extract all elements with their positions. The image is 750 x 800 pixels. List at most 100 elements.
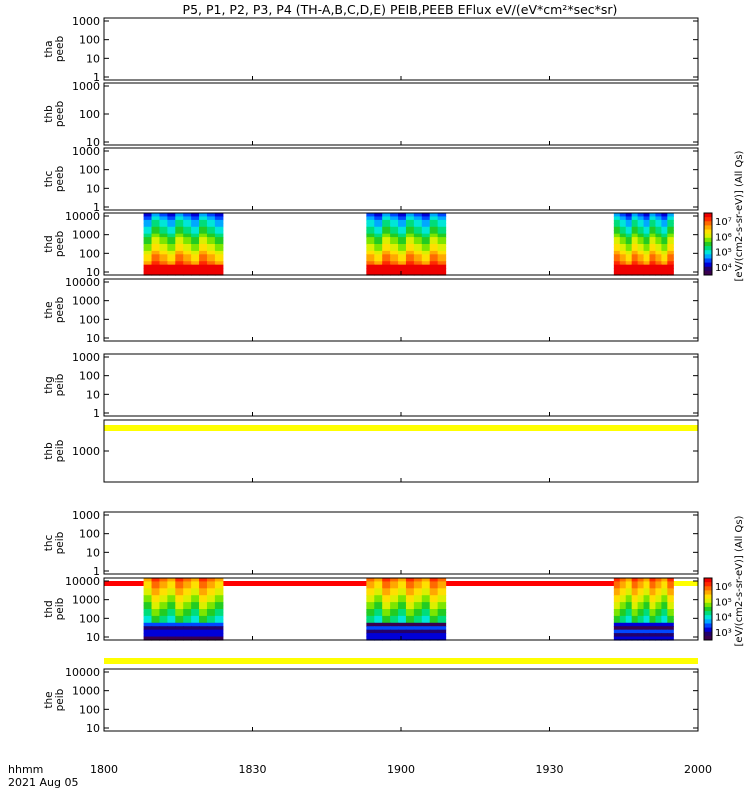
heatmap-cell — [191, 230, 200, 235]
heatmap-cell — [637, 619, 645, 624]
heatmap-cell — [151, 247, 161, 252]
heatmap-cell — [429, 264, 439, 269]
heatmap-cell — [175, 254, 184, 259]
heatmap-cell — [398, 609, 407, 614]
heatmap-cell — [183, 602, 192, 607]
heatmap-cell — [631, 588, 639, 593]
heatmap-cell — [366, 626, 375, 631]
heatmap-cell — [649, 581, 657, 586]
heatmap-cell — [667, 271, 674, 276]
heatmap-cell — [649, 595, 657, 600]
heatmap-cell — [151, 584, 161, 589]
heatmap-cell — [206, 578, 216, 583]
heatmap-cell — [374, 615, 383, 620]
heatmap-cell — [191, 588, 200, 593]
heatmap-cell — [405, 584, 415, 589]
heatmap-cell — [637, 615, 645, 620]
heatmap-cell — [421, 633, 431, 638]
heatmap-cell — [613, 581, 621, 586]
heatmap-cell — [143, 219, 153, 224]
heatmap-cell — [649, 633, 657, 638]
heatmap-cell — [619, 268, 627, 273]
heatmap-cell — [649, 622, 657, 627]
heatmap-cell — [643, 226, 651, 231]
heatmap-cell — [183, 237, 192, 242]
heatmap-cell — [667, 226, 674, 231]
heatmap-cell — [199, 213, 208, 218]
heatmap-cell — [199, 619, 208, 624]
heatmap-cell — [191, 612, 200, 617]
heatmap-cell — [643, 223, 651, 228]
heatmap-cell — [421, 247, 431, 252]
heatmap-cell — [159, 584, 168, 589]
heatmap-cell — [421, 615, 431, 620]
heatmap-cell — [625, 226, 633, 231]
heatmap-cell — [437, 268, 447, 273]
heatmap-cell — [199, 244, 208, 249]
heatmap-cell — [167, 247, 176, 252]
heatmap-cell — [437, 233, 447, 238]
colorbar-swatch — [704, 233, 712, 239]
heatmap-cell — [613, 605, 621, 610]
heatmap-cell — [199, 230, 208, 235]
heatmap-cell — [398, 619, 407, 624]
heatmap-cell — [655, 578, 662, 583]
heatmap-cell — [437, 581, 447, 586]
heatmap-cell — [667, 588, 674, 593]
heatmap-cell — [366, 240, 375, 245]
heatmap-cell — [143, 261, 153, 266]
heatmap-cell — [413, 254, 423, 259]
heatmap-cell — [199, 268, 208, 273]
heatmap-cell — [382, 219, 391, 224]
heatmap-cell — [429, 581, 439, 586]
heatmap-cell — [390, 247, 399, 252]
heatmap-cell — [667, 240, 674, 245]
heatmap-cell — [631, 216, 639, 221]
heatmap-cell — [199, 588, 208, 593]
heatmap-cell — [413, 250, 423, 255]
heatmap-cell — [405, 230, 415, 235]
heatmap-cell — [390, 619, 399, 624]
heatmap-cell — [206, 213, 216, 218]
heatmap-cell — [183, 605, 192, 610]
heatmap-cell — [374, 261, 383, 266]
colorbar-swatch — [704, 627, 712, 633]
heatmap-cell — [159, 261, 168, 266]
heatmap-cell — [655, 216, 662, 221]
heatmap-cell — [429, 612, 439, 617]
heatmap-cell — [143, 598, 153, 603]
heatmap-cell — [398, 591, 407, 596]
heatmap-cell — [206, 264, 216, 269]
heatmap-cell — [619, 240, 627, 245]
spectrogram-block-1 — [143, 213, 224, 276]
heatmap-cell — [206, 250, 216, 255]
heatmap-cell — [214, 598, 224, 603]
heatmap-cell — [175, 230, 184, 235]
heatmap-cell — [183, 268, 192, 273]
heatmap-cell — [661, 626, 668, 631]
y-tick-label: 1 — [93, 565, 100, 578]
heatmap-cell — [206, 619, 216, 624]
heatmap-cell — [421, 219, 431, 224]
heatmap-cell — [374, 223, 383, 228]
heatmap-cell — [613, 223, 621, 228]
heatmap-cell — [151, 261, 161, 266]
heatmap-cell — [625, 271, 633, 276]
y-tick-label: 10 — [86, 546, 100, 559]
heatmap-cell — [643, 261, 651, 266]
heatmap-cell — [159, 213, 168, 218]
heatmap-cell — [631, 271, 639, 276]
heatmap-cell — [667, 626, 674, 631]
heatmap-cell — [667, 612, 674, 617]
heatmap-cell — [366, 598, 375, 603]
heatmap-cell — [613, 233, 621, 238]
heatmap-cell — [413, 268, 423, 273]
heatmap-cell — [374, 271, 383, 276]
heatmap-cell — [366, 216, 375, 221]
colorbar-swatch — [704, 631, 712, 637]
heatmap-cell — [405, 223, 415, 228]
heatmap-cell — [374, 591, 383, 596]
heatmap-cell — [374, 626, 383, 631]
heatmap-cell — [637, 605, 645, 610]
heatmap-cell — [667, 622, 674, 627]
